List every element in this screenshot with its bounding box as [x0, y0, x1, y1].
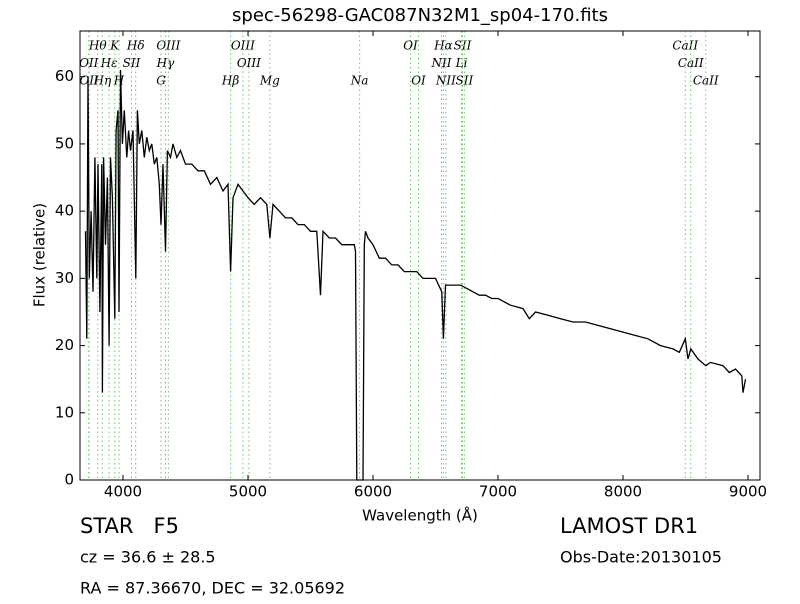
spectral-line-label: Mg: [259, 74, 280, 88]
x-tick-label: 6000: [354, 483, 392, 501]
spectral-line-label: H: [113, 74, 125, 88]
spectral-line-label: CaII: [678, 56, 704, 70]
coordinates: RA = 87.36670, DEC = 32.05692: [80, 579, 345, 598]
y-tick-label: 10: [55, 403, 74, 421]
x-tick-label: 4000: [104, 483, 142, 501]
y-tick-label: 50: [55, 134, 74, 152]
survey: LAMOST DR1: [560, 514, 698, 538]
spectral-line-label: Hβ: [221, 74, 239, 88]
y-tick-label: 60: [55, 67, 74, 85]
spectral-line-label: K: [109, 39, 120, 53]
y-tick-label: 20: [55, 336, 74, 354]
redshift: cz = 36.6 ± 28.5: [80, 548, 216, 567]
chart-title: spec-56298-GAC087N32M1_sp04-170.fits: [232, 5, 608, 26]
object-class: STAR F5: [80, 514, 179, 538]
spectral-line-label: CaII: [672, 39, 698, 53]
x-tick-label: 7000: [479, 483, 517, 501]
spectral-line-label: G: [156, 74, 166, 88]
spectral-line-label: OIII: [231, 39, 255, 53]
x-tick-label: 9000: [729, 483, 767, 501]
obs-date: Obs-Date:20130105: [560, 548, 722, 567]
spectral-line-label: OIII: [156, 39, 180, 53]
y-axis-label: Flux (relative): [31, 203, 49, 307]
y-tick-label: 0: [64, 471, 74, 489]
spectral-line-label: Li: [455, 56, 468, 70]
plot-frame: [79, 30, 761, 481]
spectral-line-label: CaII: [693, 74, 719, 88]
spectral-line-label: OI: [411, 74, 426, 88]
spectral-line-label: Hγ: [156, 56, 175, 70]
y-tick-label: 40: [55, 202, 74, 220]
x-tick-label: 5000: [229, 483, 267, 501]
spectral-line-label: Hθ: [88, 39, 107, 53]
x-axis-label: Wavelength (Å): [362, 506, 478, 525]
spectrum-line: [84, 69, 747, 481]
spectral-line-label: NII: [431, 56, 452, 70]
spectral-line-label: SII: [123, 56, 141, 70]
spectral-line-label: SII: [456, 74, 474, 88]
spectral-line-label: Hδ: [126, 39, 145, 53]
spectral-line-label: Hα: [433, 39, 453, 53]
y-tick-label: 30: [55, 269, 74, 287]
spectral-line-label: Hη: [93, 74, 112, 88]
spectral-line-label: OI: [403, 39, 418, 53]
spectral-line-label: OIII: [237, 56, 261, 70]
spectral-line-label: SII: [454, 39, 472, 53]
spectral-line-label: NII: [435, 74, 456, 88]
spectral-line-label: Hε: [100, 56, 118, 70]
x-tick-label: 8000: [604, 483, 642, 501]
spectral-line-label: Na: [350, 74, 369, 88]
